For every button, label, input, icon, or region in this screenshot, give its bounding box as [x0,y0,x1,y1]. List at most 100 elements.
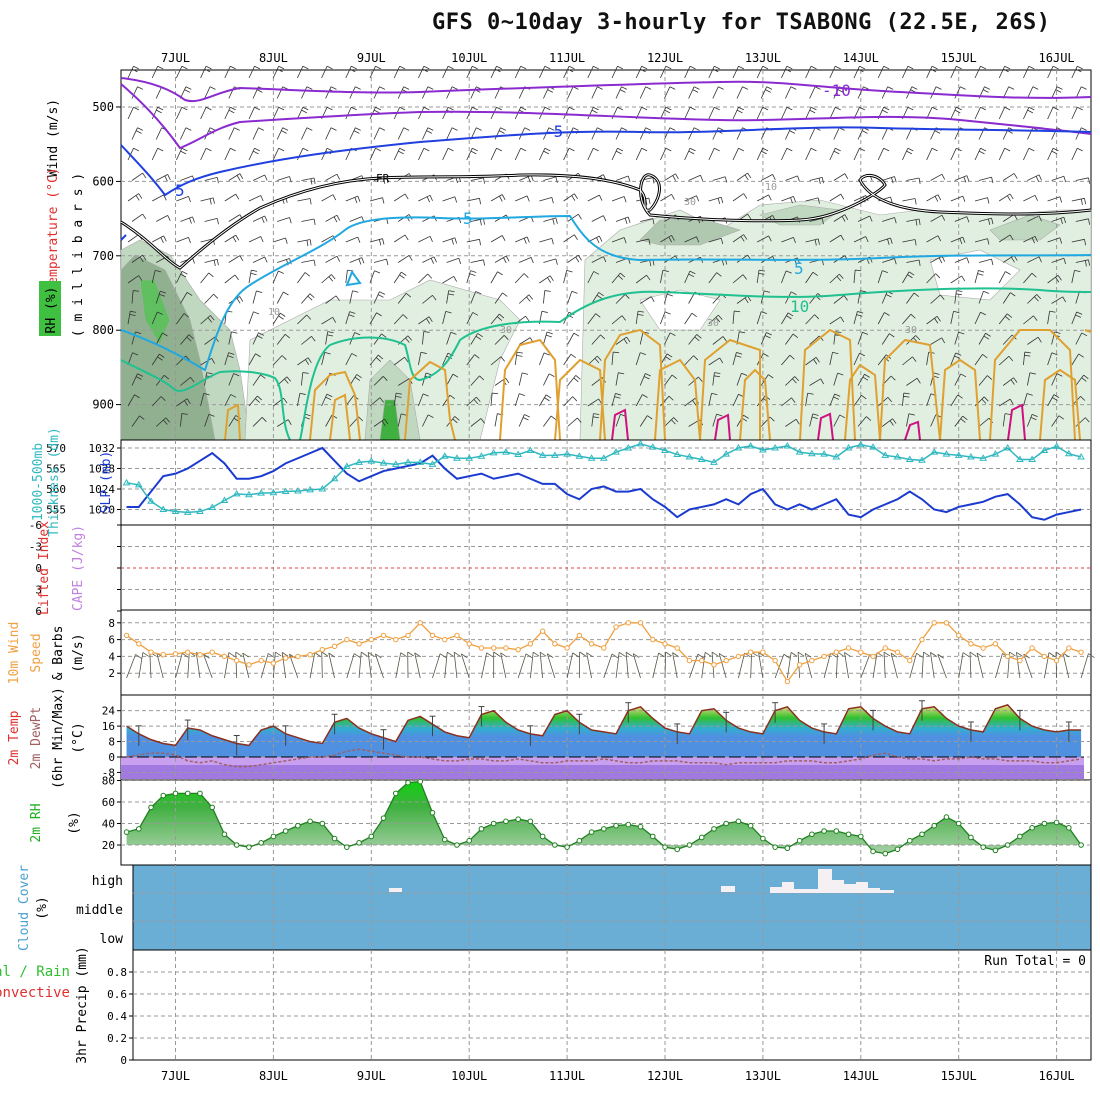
wind-speed-point [172,651,179,657]
wind-barb [732,106,745,120]
wind-barb [228,255,244,263]
wind-barb [853,147,866,161]
wind-barb [688,334,702,345]
wind-barb [974,270,985,284]
ylabel-lifted-index: Lifted Index [37,521,52,615]
wind-barb [543,217,558,225]
thickness-marker [269,488,278,496]
wind-barb [950,236,966,245]
wind-barb [635,310,644,325]
surface-wind-barb [586,652,593,679]
rh-point [503,818,509,825]
rh-point [870,848,876,855]
ylabel-total-rain: Total / Rain [0,964,70,980]
rh-label-30d: 30 [905,325,917,336]
wind-barb [930,214,946,222]
wind-barb [906,218,921,226]
wind-barb [684,106,696,120]
rh-point [490,820,497,827]
li-frame [120,524,1092,611]
wind-barb [781,195,796,204]
surface-wind-barb [937,653,947,679]
wind-barb [950,352,962,366]
wind-barb [906,177,921,185]
temperature-contours [120,77,1092,441]
wind-speed-point [136,641,142,647]
wind-barb [882,258,897,265]
surface-wind-barb [664,651,672,679]
surface-wind-barb [407,651,414,679]
thickness-marker [1052,442,1061,449]
wind-barb [587,194,603,202]
wind-barb [950,65,962,79]
wind-barb [301,336,316,345]
wind-barb [930,255,946,264]
thickness-marker [281,487,290,494]
wind-speed-point [858,649,864,655]
wind-speed-point [527,641,534,647]
wind-speed-point [356,641,362,647]
wind-barb [712,176,728,183]
wind-barb [442,196,458,203]
wind-barb [1071,353,1084,366]
wind-barb [200,357,216,366]
rh-point [845,831,852,838]
wind-speed-point [637,620,644,626]
wind-barb [954,331,965,345]
thickness-marker [257,489,266,496]
contour-magenta [714,413,731,441]
wind-barb [781,312,794,325]
wind-barb [781,270,792,284]
wind-barb [611,272,626,284]
wind-barb [131,172,147,181]
temp-tick-label: 0 [108,751,115,764]
wind-barb [543,331,553,345]
contour-orange [654,358,701,441]
wind-barb [224,394,237,407]
wind-barb [563,65,575,79]
thickness-marker [648,443,657,450]
wind-barb [418,65,430,79]
cloud-bar [832,880,844,893]
surface-wind-barb [969,651,977,679]
wind-barb [998,147,1011,161]
wind-speed-point [197,652,203,658]
surface-wind-barb [367,651,375,679]
wind-barb [470,291,482,304]
thickness-line [126,443,1082,514]
wind-barb [954,373,967,386]
wind-barb [297,147,309,161]
surface-wind-barb [328,652,335,679]
wind-barb [272,147,285,161]
wind-barb [998,313,1013,325]
surface-wind-barb [374,653,384,679]
wind-speed-point [588,641,595,647]
wind-barb [877,270,889,284]
wind-barb [273,237,288,244]
wind-barb [1027,372,1036,386]
wind-barb [978,290,990,304]
wind-barb [248,236,264,243]
thickness-marker [1064,449,1073,457]
surface-wind-barb [603,653,619,679]
thickness-marker [550,451,559,458]
rh-point [601,826,607,832]
wind-barb [127,65,140,79]
cloud-frame [132,864,1092,951]
wind-barb [809,176,824,185]
thickness-marker [856,440,865,448]
wind-barb [176,270,188,284]
wind-barb [466,238,481,246]
wind-speed-point [1004,653,1011,660]
wind-barb [248,269,258,284]
contour-5-cyan [120,214,1092,372]
wind-speed-point [209,649,215,655]
wind-speed-point [393,636,399,643]
rh-point [319,820,326,827]
wind-barb [926,235,942,243]
wind-speed-point [674,645,680,651]
wind-barb [611,351,620,366]
ylabel-2m-temp: 2m Temp [7,710,22,765]
wind-speed-point [295,653,301,660]
temp2m-grid: 24 16 8 0 -8 [102,695,1091,780]
